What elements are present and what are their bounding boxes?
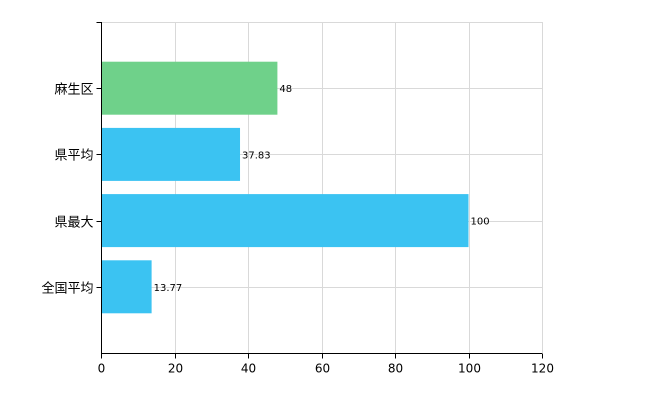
bar (101, 127, 241, 181)
bar (101, 61, 278, 115)
x-tick-label: 80 (388, 362, 403, 376)
y-tick-label: 県最大 (54, 216, 93, 231)
bars (101, 61, 469, 314)
x-tick-label: 40 (241, 362, 256, 376)
x-tick-label: 20 (168, 362, 183, 376)
y-tick-label: 県平均 (54, 149, 93, 164)
x-tick-label: 120 (531, 362, 554, 376)
data-label: 100 (471, 217, 490, 228)
y-tick-label: 麻生区 (54, 83, 93, 98)
data-label: 48 (279, 84, 292, 95)
y-tick-label: 全国平均 (41, 281, 93, 297)
data-label: 37.83 (242, 150, 271, 161)
labels: 48 37.83 100 13.77 0 20 40 60 80 100 120 麻生区県平均県最大全… (41, 83, 553, 376)
bar (101, 260, 152, 314)
x-tick-label: 60 (315, 362, 330, 376)
x-tick-label: 100 (458, 362, 481, 376)
data-label: 13.77 (154, 283, 183, 294)
axes (96, 22, 543, 359)
bar (101, 194, 469, 248)
x-tick-label: 0 (98, 362, 106, 376)
